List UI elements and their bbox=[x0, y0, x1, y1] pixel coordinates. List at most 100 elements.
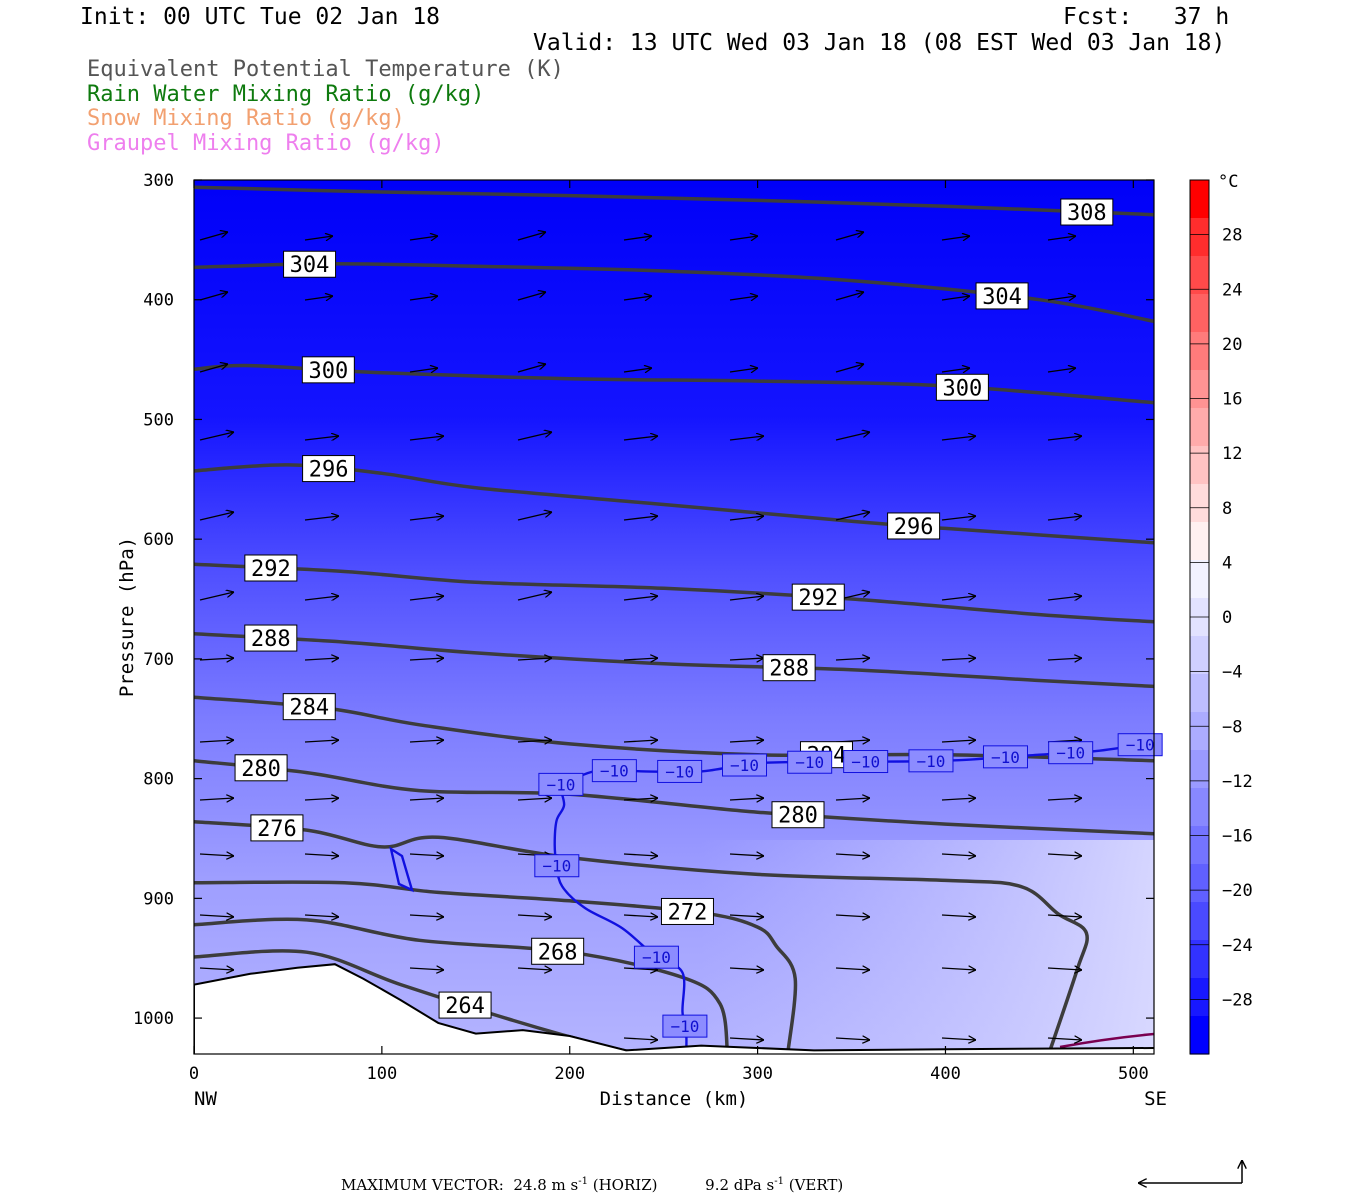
theta-e-label-box bbox=[302, 455, 356, 483]
colorbar-tick-label: 0 bbox=[1222, 608, 1232, 628]
x-tick-label: 500 bbox=[1118, 1064, 1149, 1084]
temperature-label: −10 bbox=[730, 756, 759, 775]
wind-vector bbox=[835, 292, 864, 301]
colorbar-tick-label: 4 bbox=[1222, 553, 1232, 573]
colorbar-segment bbox=[1190, 370, 1209, 409]
y-tick-label: 900 bbox=[143, 889, 174, 909]
forecast-hour: Fcst: 37 h bbox=[1063, 4, 1230, 30]
x-tick-label: 400 bbox=[930, 1064, 961, 1084]
wind-vector bbox=[517, 292, 546, 301]
wind-vector bbox=[517, 432, 552, 441]
temperature-label-box bbox=[843, 750, 889, 774]
temperature-contour-minus10-closed bbox=[389, 846, 414, 893]
colorbar-tick-label: 8 bbox=[1222, 499, 1232, 519]
theta-e-contour-292 bbox=[194, 562, 1154, 624]
temperature-label-box bbox=[787, 750, 833, 774]
x-tick-label: 0 bbox=[189, 1064, 199, 1084]
wind-vector bbox=[304, 740, 339, 742]
theta-e-label: 292 bbox=[798, 586, 838, 611]
y-tick-label: 1000 bbox=[133, 1009, 174, 1029]
legend-snow: Snow Mixing Ratio (g/kg) bbox=[87, 106, 405, 131]
nw-end-label: NW bbox=[194, 1088, 217, 1110]
wind-vector bbox=[941, 740, 976, 742]
wind-vector bbox=[304, 915, 339, 917]
colorbar-segment bbox=[1190, 864, 1209, 903]
wind-vector bbox=[835, 854, 870, 856]
temperature-label-box bbox=[662, 1014, 708, 1038]
theta-e-label: 280 bbox=[241, 757, 281, 782]
wind-vector bbox=[304, 236, 333, 240]
colorbar-segment bbox=[1190, 674, 1209, 713]
theta-e-label: 264 bbox=[445, 994, 485, 1019]
colorbar-segment bbox=[1190, 788, 1209, 827]
theta-e-label: 296 bbox=[309, 458, 349, 483]
wind-vector bbox=[623, 596, 658, 600]
colorbar-segment bbox=[1190, 1016, 1209, 1055]
colorbar-unit: °C bbox=[1218, 172, 1238, 192]
colorbar-tick-label: −8 bbox=[1222, 717, 1242, 737]
x-tick-label: 300 bbox=[742, 1064, 773, 1084]
colorbar-segment bbox=[1190, 560, 1209, 599]
x-axis-label: Distance (km) bbox=[600, 1088, 749, 1110]
x-tick-label: 100 bbox=[367, 1064, 398, 1084]
wind-vector bbox=[729, 740, 764, 742]
wind-vector bbox=[835, 512, 870, 521]
wind-vector bbox=[409, 854, 444, 856]
wind-vector bbox=[729, 854, 764, 856]
y-tick-label: 300 bbox=[143, 171, 174, 191]
theta-e-label: 296 bbox=[894, 515, 934, 540]
plot-frame bbox=[193, 179, 1155, 1055]
wind-vector bbox=[1047, 596, 1082, 600]
theta-e-label-box bbox=[250, 814, 304, 842]
wind-vector bbox=[199, 512, 234, 521]
theta-e-label-box bbox=[660, 897, 714, 925]
y-tick-label: 800 bbox=[143, 770, 174, 790]
theta-e-label: 304 bbox=[290, 253, 330, 278]
colorbar-segment bbox=[1190, 750, 1209, 789]
colorbar-segment bbox=[1190, 902, 1209, 941]
max-vector-note: MAXIMUM VECTOR: 24.8 m s-1 (HORIZ) 9.2 d… bbox=[341, 1176, 844, 1194]
wind-vector bbox=[835, 968, 870, 970]
wind-vector bbox=[199, 658, 234, 660]
wind-vector bbox=[1047, 516, 1082, 520]
wind-vector bbox=[199, 968, 234, 970]
wind-vector bbox=[1047, 436, 1082, 440]
colorbar-segment bbox=[1190, 712, 1209, 751]
wind-vector bbox=[941, 596, 976, 600]
wind-vector bbox=[517, 364, 546, 373]
theta-e-label-box bbox=[283, 250, 337, 278]
theta-e-label: 284 bbox=[289, 696, 329, 721]
theta-e-label-box bbox=[244, 624, 298, 652]
colorbar-tick-label: −24 bbox=[1222, 936, 1253, 956]
wind-vector bbox=[409, 740, 444, 742]
wind-vector bbox=[199, 798, 234, 800]
terrain bbox=[194, 963, 1154, 1054]
wind-vector bbox=[729, 236, 758, 240]
wind-vector bbox=[517, 592, 552, 601]
temperature-label-box bbox=[534, 854, 580, 878]
wind-vector bbox=[623, 915, 658, 917]
temperature-label: −10 bbox=[851, 753, 880, 772]
temperature-label: −10 bbox=[1126, 736, 1155, 755]
wind-vector bbox=[409, 368, 438, 372]
wind-vector bbox=[517, 915, 552, 917]
wind-vector bbox=[623, 740, 658, 742]
wind-vector bbox=[1047, 236, 1076, 240]
colorbar-tick-label: −12 bbox=[1222, 772, 1253, 792]
theta-e-label-box bbox=[762, 654, 816, 682]
theta-e-label-box bbox=[771, 801, 825, 829]
colorbar-tick-label: −28 bbox=[1222, 990, 1253, 1010]
temperature-label: −10 bbox=[542, 857, 571, 876]
temperature-label-box bbox=[591, 759, 637, 783]
wind-vector bbox=[409, 968, 444, 970]
theta-e-label-box bbox=[282, 693, 336, 721]
colorbar-segment bbox=[1190, 256, 1209, 295]
colorbar-segment bbox=[1190, 408, 1209, 447]
wind-vector bbox=[729, 368, 758, 372]
wind-vector bbox=[623, 516, 658, 520]
colorbar-segment bbox=[1190, 978, 1209, 1017]
wind-vector bbox=[1047, 798, 1082, 800]
wind-vector bbox=[835, 1038, 870, 1040]
wind-vector bbox=[835, 915, 870, 917]
wind-vector bbox=[199, 592, 234, 601]
